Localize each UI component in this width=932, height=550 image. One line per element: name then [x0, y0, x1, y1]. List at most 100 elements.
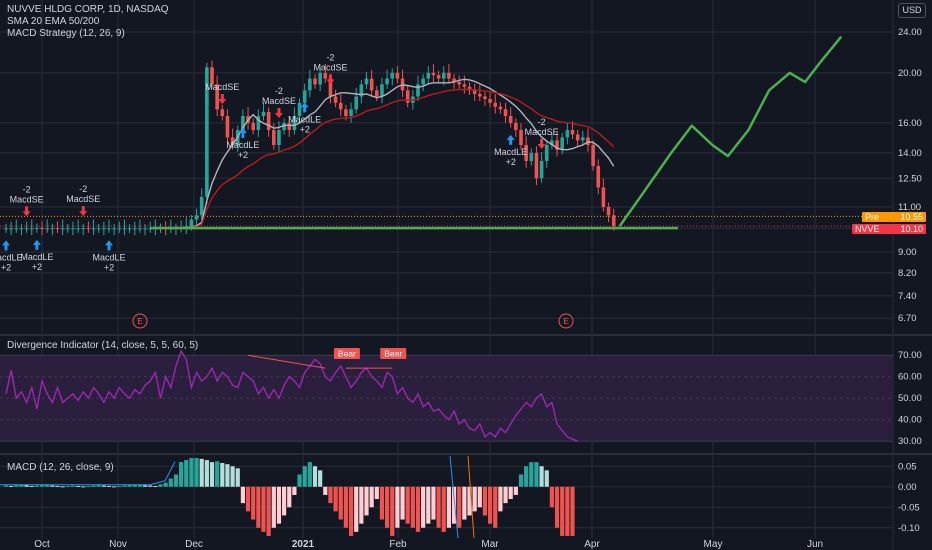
macd-histogram-bar — [282, 486, 287, 516]
candle-body — [467, 86, 472, 91]
macd-histogram-bar — [524, 466, 529, 487]
candle-body — [9, 228, 13, 230]
candle-body — [555, 140, 559, 150]
sell-arrow — [218, 94, 227, 105]
time-axis-label: Feb — [389, 539, 407, 550]
earnings-marker — [558, 313, 574, 329]
macd-histogram-bar — [215, 461, 220, 487]
price-axis-label: 12.50 — [898, 173, 922, 184]
macd-histogram-bar — [451, 486, 457, 524]
buy-arrow — [300, 102, 309, 113]
candle-body — [611, 215, 616, 227]
rsi-axis-label: 70.00 — [898, 350, 922, 361]
candle-body — [60, 228, 65, 230]
candle-body — [112, 228, 116, 230]
time-axis-label: Apr — [584, 539, 600, 550]
macd-histogram-bar — [457, 486, 462, 528]
macd-histogram-bar — [328, 486, 333, 504]
candle-body — [565, 130, 570, 138]
macd-histogram-bar — [45, 484, 50, 487]
sell-arrow — [79, 206, 88, 217]
candle-body — [282, 122, 286, 131]
candle-body — [359, 84, 364, 97]
candle-body — [385, 78, 389, 85]
candle-body — [570, 130, 575, 135]
macd-legend[interactable]: MACD (12, 26, close, 9) — [7, 462, 114, 473]
macd-histogram-bar — [549, 486, 554, 508]
macd-histogram-bar — [364, 486, 369, 516]
bear-divergence-line — [247, 354, 326, 369]
candle-body — [55, 228, 60, 230]
sma-ema-legend[interactable]: SMA 20 EMA 50/200 — [7, 16, 100, 27]
macd-histogram-bar — [266, 486, 271, 536]
price-axis-label: 9.00 — [898, 247, 917, 258]
macd-histogram-bar — [565, 486, 570, 536]
candle-body — [256, 116, 261, 131]
rsi-axis-label: 40.00 — [898, 415, 922, 426]
sell-arrow — [537, 139, 546, 150]
macd-histogram-bar — [96, 485, 101, 487]
macd-histogram-bar — [323, 486, 328, 495]
sell-arrow — [326, 74, 335, 85]
price-axis-label: 8.20 — [898, 268, 917, 279]
candle-body — [519, 130, 523, 145]
candle-body — [328, 78, 333, 97]
time-axis-label: Mar — [481, 539, 499, 550]
macd-histogram-bar — [245, 486, 251, 512]
macd-histogram-bar — [374, 486, 379, 500]
currency-button[interactable]: USD — [898, 3, 926, 18]
macd-histogram-bar — [539, 466, 544, 487]
candle-body — [96, 228, 101, 230]
macd-histogram-bar — [431, 486, 436, 520]
candle-body — [390, 72, 395, 79]
candle-body — [205, 67, 209, 197]
candle-body — [14, 228, 19, 230]
macd-histogram-bar — [292, 486, 297, 495]
candle-body — [4, 228, 8, 230]
macd-histogram-bar — [230, 466, 235, 487]
macd-histogram-bar — [9, 485, 14, 487]
price-axis-label: 16.00 — [898, 118, 922, 129]
buy-arrow — [2, 240, 10, 251]
candle-body — [138, 228, 142, 230]
signal-label: +2 — [1, 262, 11, 272]
macd-histogram-bar — [513, 486, 518, 495]
price-axis-label: 20.00 — [898, 68, 922, 79]
macd-histogram-bar — [101, 485, 106, 487]
sell-arrow — [22, 206, 31, 217]
signal-label: MacdSE — [205, 82, 239, 92]
signal-label: +2 — [506, 157, 516, 167]
candle-body — [318, 72, 322, 85]
candle-body — [478, 94, 482, 97]
candle-body — [323, 72, 328, 79]
time-axis-label: Dec — [185, 539, 203, 550]
signal-label: MacdLE — [20, 252, 53, 262]
macd-histogram-bar — [142, 485, 148, 487]
time-axis-label: Jun — [807, 539, 823, 550]
buy-arrow — [32, 239, 41, 250]
macd-strategy-legend[interactable]: MACD Strategy (12, 26, 9) — [7, 28, 125, 39]
macd-histogram-bar — [117, 485, 122, 487]
macd-histogram-bar — [343, 486, 348, 528]
signal-label: MacdLE — [92, 252, 125, 262]
macd-histogram-bar — [132, 484, 137, 487]
candle-body — [50, 228, 55, 230]
macd-histogram-bar — [24, 485, 29, 487]
signal-label: -2 — [79, 184, 87, 194]
macd-histogram-bar — [65, 485, 70, 487]
macd-histogram-bar — [158, 484, 163, 487]
symbol-title[interactable]: NUVVE HLDG CORP, 1D, NASDAQ — [7, 4, 169, 15]
candle-body — [71, 228, 75, 230]
signal-label: -2 — [326, 52, 334, 62]
candle-body — [498, 106, 503, 110]
candle-body — [277, 130, 281, 145]
divergence-legend[interactable]: Divergence Indicator (14, close, 5, 5, 6… — [7, 340, 199, 351]
macd-histogram-bar — [570, 486, 575, 536]
candle-body — [225, 116, 230, 138]
time-axis-label: 2021 — [292, 539, 315, 550]
macd-histogram-bar — [276, 486, 282, 524]
candle-body — [380, 84, 384, 97]
candle-body — [251, 122, 255, 131]
macd-histogram-bar — [312, 466, 318, 487]
macd-histogram-bar — [91, 485, 96, 487]
